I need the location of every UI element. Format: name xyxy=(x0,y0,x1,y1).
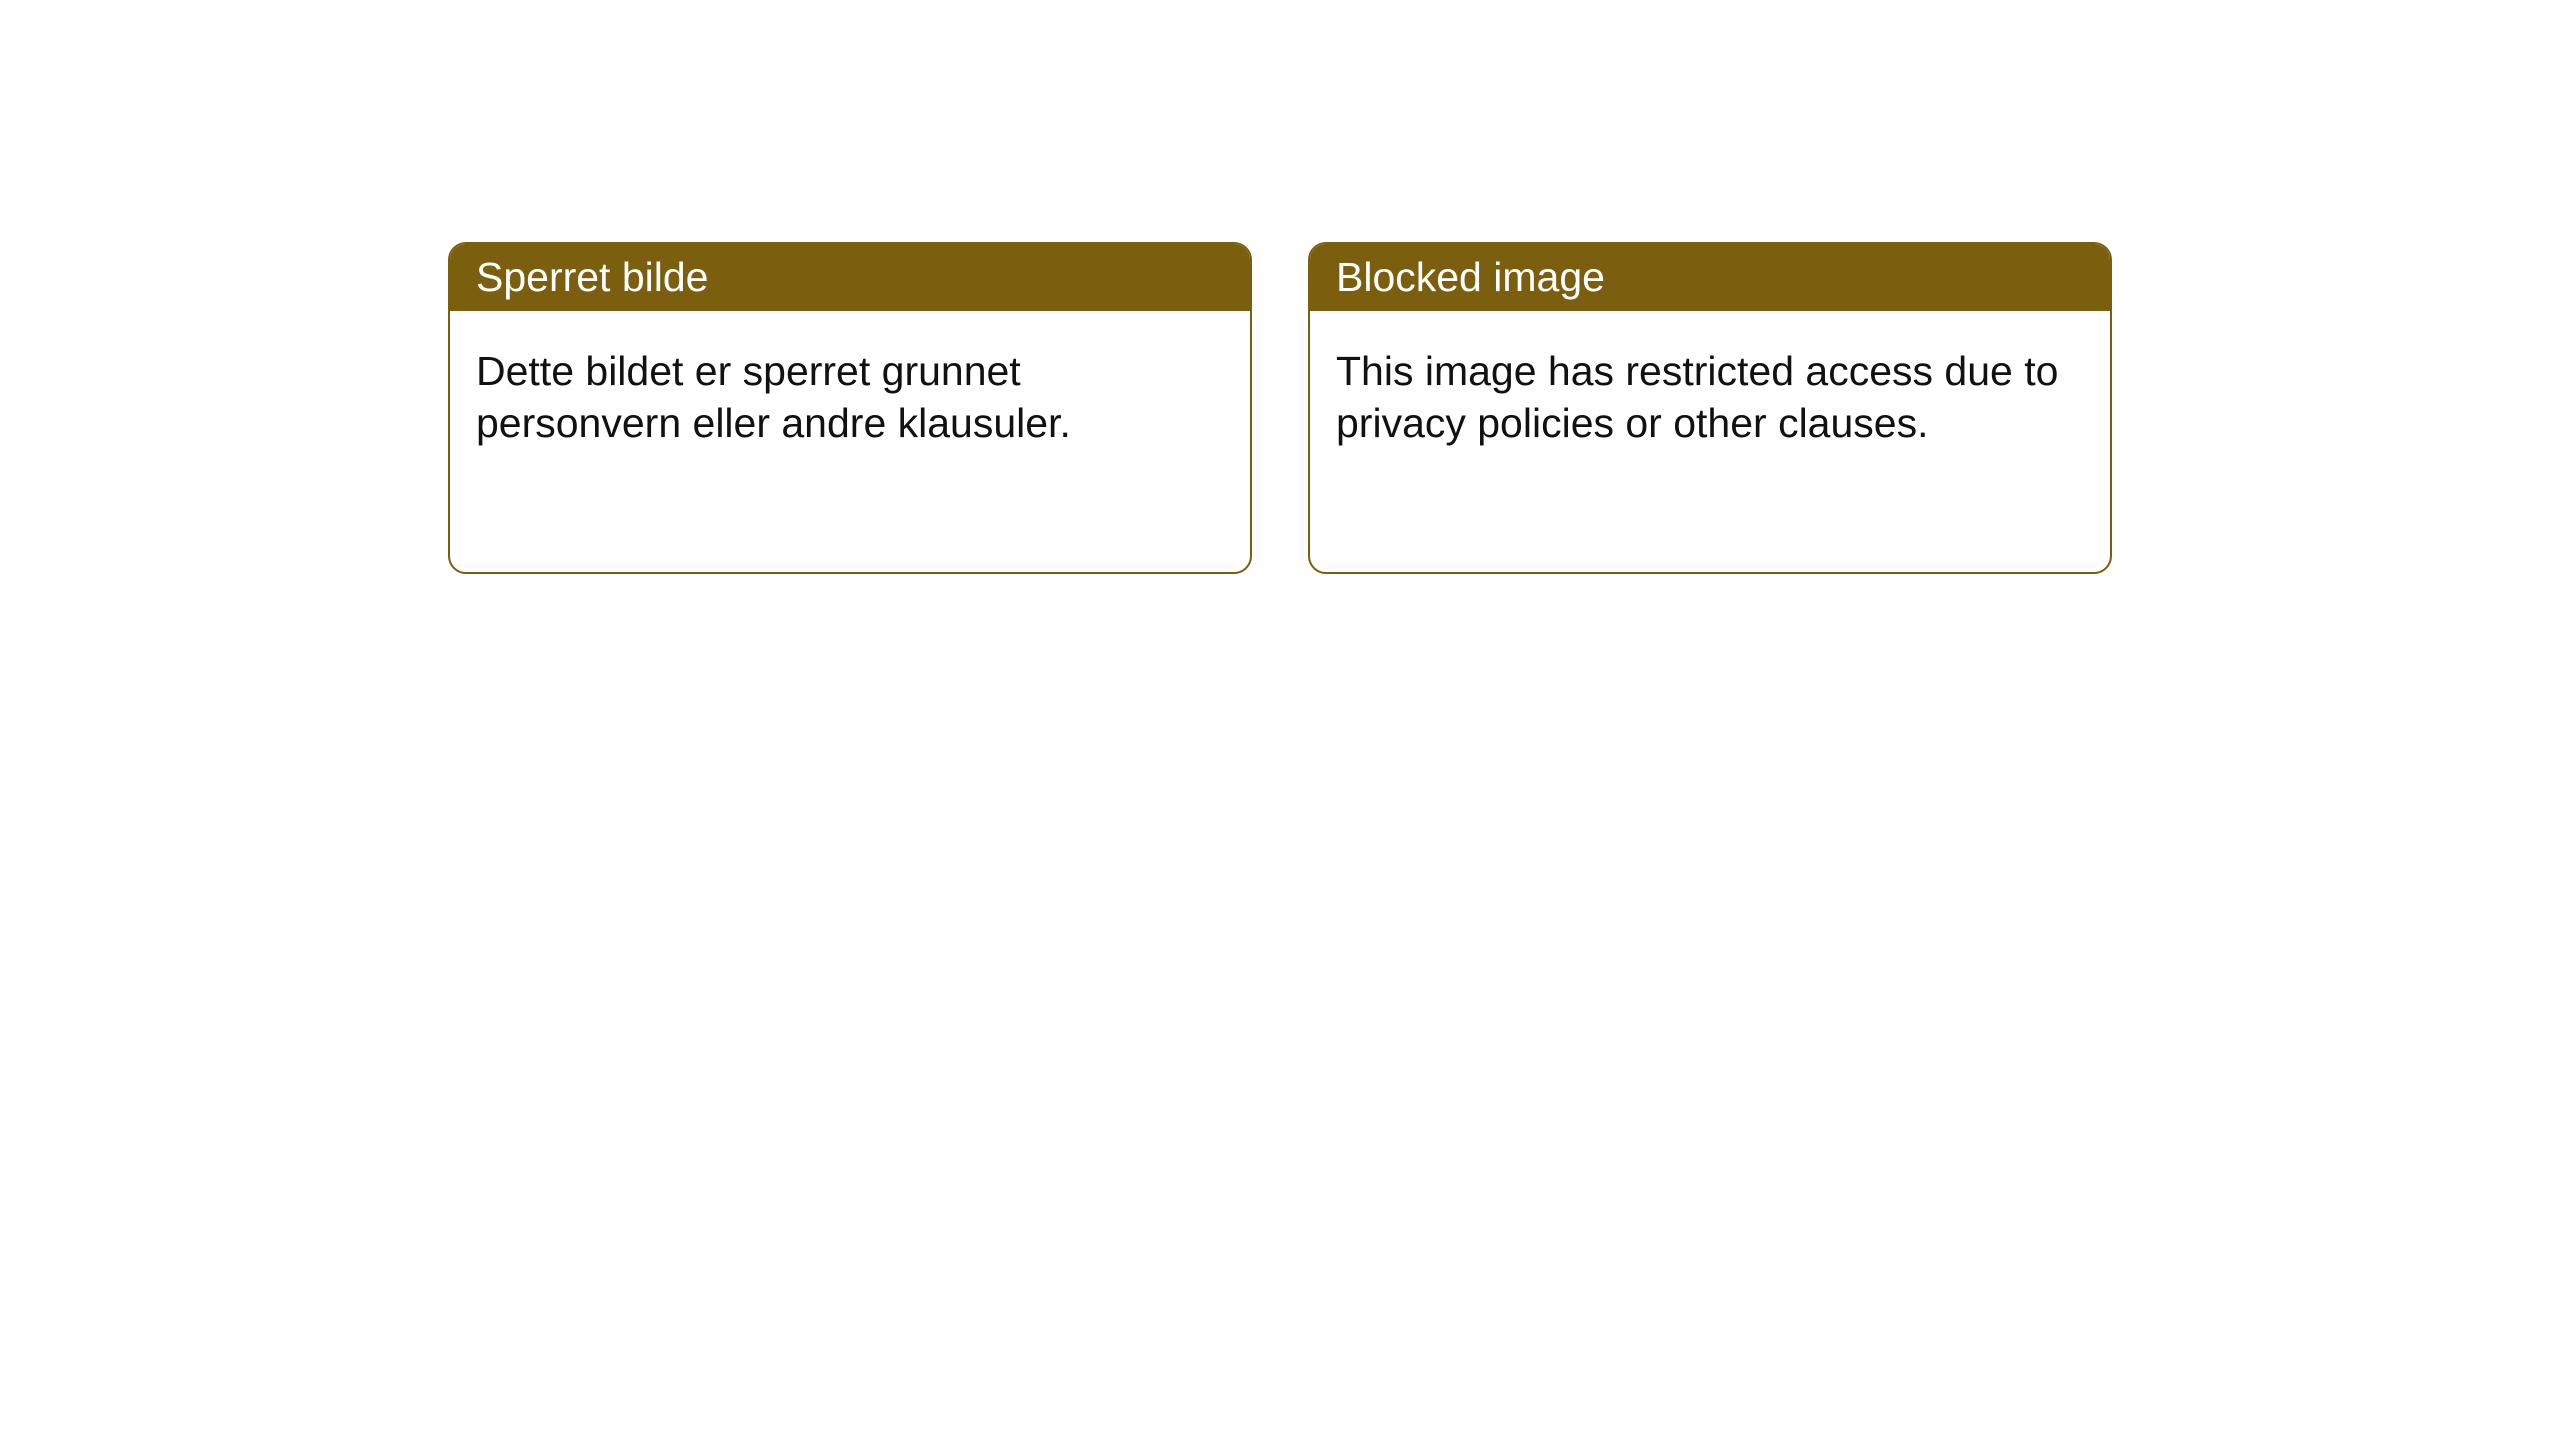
card-title: Blocked image xyxy=(1336,254,1605,300)
notice-card-no: Sperret bilde Dette bildet er sperret gr… xyxy=(448,242,1252,574)
notice-container: Sperret bilde Dette bildet er sperret gr… xyxy=(0,0,2560,574)
card-body: Dette bildet er sperret grunnet personve… xyxy=(450,311,1250,476)
card-header: Sperret bilde xyxy=(450,244,1250,311)
card-title: Sperret bilde xyxy=(476,254,708,300)
card-text: This image has restricted access due to … xyxy=(1336,348,2058,446)
card-text: Dette bildet er sperret grunnet personve… xyxy=(476,348,1071,446)
notice-card-en: Blocked image This image has restricted … xyxy=(1308,242,2112,574)
card-body: This image has restricted access due to … xyxy=(1310,311,2110,476)
card-header: Blocked image xyxy=(1310,244,2110,311)
